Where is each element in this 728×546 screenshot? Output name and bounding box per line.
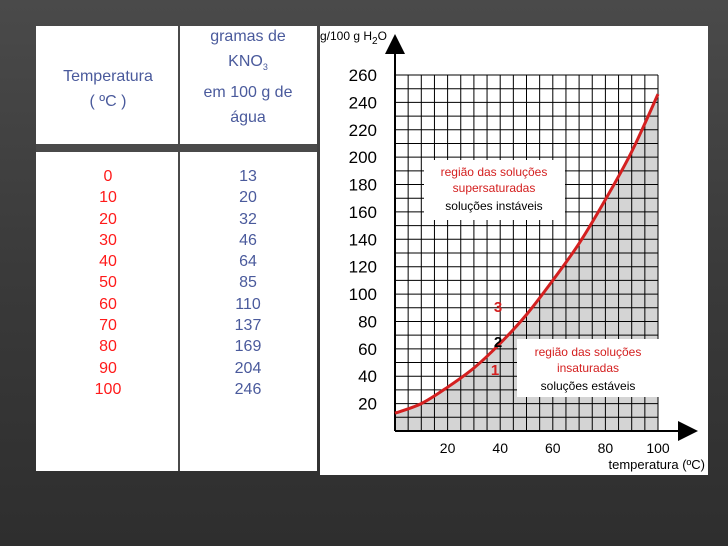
- x-axis-label: temperatura (ºC): [609, 457, 706, 472]
- y-tick-label: 40: [358, 367, 377, 386]
- y-tick-label: 20: [358, 395, 377, 414]
- table-header-divider: [36, 144, 317, 152]
- temperature-column: 0 10 20 30 40 50 60 70 80 90 100: [40, 166, 176, 400]
- y-tick-label: 180: [349, 176, 377, 195]
- y-tick-label: 200: [349, 148, 377, 167]
- y-tick-label: 120: [349, 258, 377, 277]
- unsaturated-label-box: [517, 339, 661, 397]
- header-kno3-subscript: 3: [262, 62, 268, 73]
- y-tick-label: 160: [349, 203, 377, 222]
- x-tick-label: 100: [646, 440, 670, 456]
- y-axis-label: g/100 g H2O: [320, 29, 387, 47]
- point-2-label: 2: [494, 334, 502, 351]
- solubility-curve: [394, 93, 660, 415]
- point-1-label: 1: [491, 362, 499, 379]
- solubility-cell: 13: [239, 168, 257, 185]
- y-tick-label: 140: [349, 230, 377, 249]
- temperature-cell: 30: [99, 231, 117, 249]
- solubility-cell: 64: [239, 253, 257, 271]
- y-tick-label: 240: [349, 93, 377, 112]
- y-tick-label: 60: [358, 340, 377, 359]
- solubility-table: Temperatura ( ºC ) gramas de KNO3 em 100…: [36, 26, 317, 471]
- y-tick-label: 220: [349, 121, 377, 140]
- solubility-cell: 246: [234, 380, 262, 398]
- temperature-cell: 10: [99, 189, 117, 207]
- supersaturated-label-line3: soluções instáveis: [445, 199, 542, 213]
- header-kno3-line3: em 100 g de: [203, 84, 293, 102]
- solubility-cell: 32: [239, 210, 257, 228]
- solubility-column: 13 20 32 46 64 85 110 137 169 204 246: [182, 166, 314, 400]
- y-tick-label: 100: [349, 285, 377, 304]
- point-3-label: 3: [494, 299, 502, 316]
- table-column-divider: [178, 26, 180, 471]
- temperature-cell: 0: [103, 168, 113, 185]
- supersaturated-label-box: [424, 160, 565, 220]
- header-kno3-formula: KNO: [228, 53, 263, 70]
- temperature-cell: 80: [99, 338, 117, 356]
- temperature-cell: 40: [99, 253, 117, 271]
- x-tick-label: 60: [545, 440, 561, 456]
- temperature-cell: 100: [94, 380, 122, 398]
- temperature-cell: 90: [99, 359, 117, 377]
- header-kno3: gramas de KNO3 em 100 g de água: [182, 24, 314, 130]
- solubility-cell: 46: [239, 231, 257, 249]
- solubility-cell: 20: [239, 189, 257, 207]
- solubility-cell: 85: [239, 274, 257, 292]
- header-temperature-unit: ( ºC ): [89, 93, 127, 110]
- solubility-cell: 137: [234, 317, 262, 335]
- header-kno3-line1: gramas de: [210, 28, 286, 45]
- solubility-cell: 204: [234, 359, 262, 377]
- solubility-cell: 169: [234, 338, 262, 356]
- unsaturated-label-line1: região das soluções: [535, 345, 642, 359]
- temperature-cell: 20: [99, 210, 117, 228]
- y-tick-labels: 20 40 60 80 100 120 140 160 180 200 220 240 260: [349, 66, 377, 414]
- x-tick-label: 40: [492, 440, 508, 456]
- unsaturated-label-line2: insaturadas: [557, 361, 619, 375]
- header-kno3-line2: KNO3: [182, 49, 314, 80]
- temperature-cell: 50: [99, 274, 117, 292]
- y-tick-label: 80: [358, 312, 377, 331]
- header-temperature-label: Temperatura: [63, 68, 153, 85]
- supersaturated-label-line2: supersaturadas: [453, 181, 536, 195]
- supersaturated-label-line1: região das soluções: [441, 165, 548, 179]
- y-tick-label: 260: [349, 66, 377, 85]
- solubility-chart: 20 40 60 80 100 120 140 160 180 200 220 240 260 20 40…: [320, 26, 708, 475]
- header-temperature: Temperatura ( ºC ): [40, 64, 176, 114]
- x-tick-labels: 20 40 60 80 100: [440, 440, 670, 456]
- header-kno3-line4: água: [230, 109, 266, 127]
- solubility-cell: 110: [235, 295, 261, 313]
- x-tick-label: 20: [440, 440, 456, 456]
- x-tick-label: 80: [598, 440, 614, 456]
- temperature-cell: 70: [99, 317, 117, 335]
- unsaturated-label-line3: soluções estáveis: [541, 379, 636, 393]
- temperature-cell: 60: [99, 295, 117, 313]
